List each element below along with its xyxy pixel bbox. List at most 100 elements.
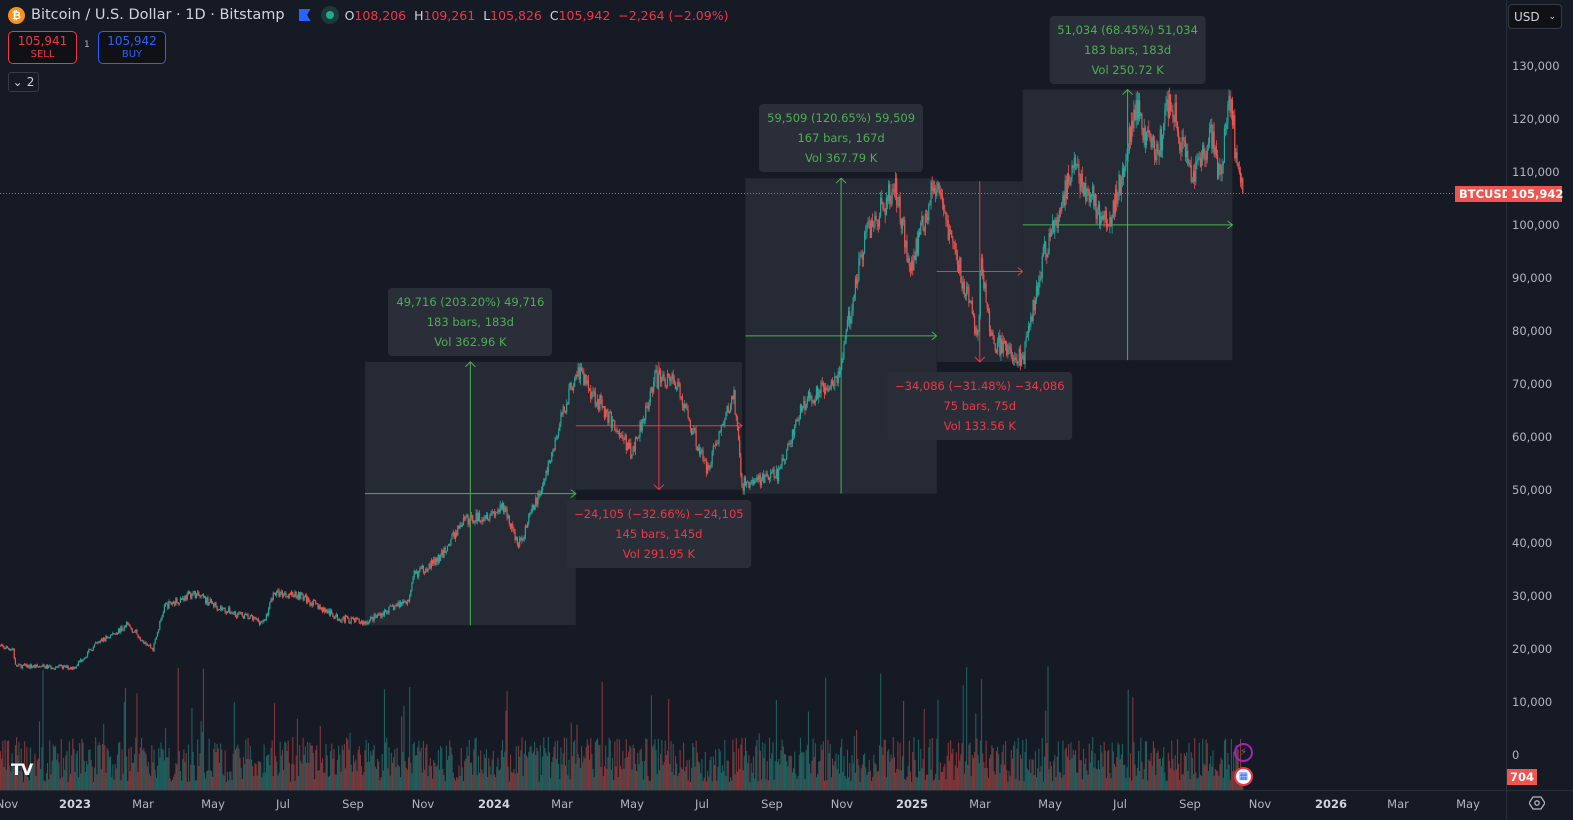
candle <box>1149 133 1151 139</box>
measure-label-line: −24,105 (−32.66%) −24,105 <box>574 506 744 521</box>
volume-bar <box>1229 779 1231 790</box>
volume-bar <box>837 754 839 790</box>
volume-bar <box>1198 742 1200 790</box>
candle <box>315 600 317 604</box>
candle <box>739 440 741 458</box>
candle <box>119 629 121 633</box>
candle <box>125 622 128 627</box>
candle <box>672 373 674 380</box>
volume-bar <box>63 757 65 790</box>
candle <box>1020 358 1023 366</box>
candle <box>133 631 136 633</box>
candle <box>800 404 803 412</box>
volume-bar <box>943 766 945 790</box>
volume-bar <box>1109 772 1111 790</box>
collapse-indicators-button[interactable]: ⌄ 2 <box>8 72 39 92</box>
price-tick: 10,000 <box>1512 695 1553 709</box>
market-status-icon[interactable] <box>320 6 339 24</box>
volume-bar <box>672 744 674 790</box>
measure-label-line: 59,509 (120.65%) 59,509 <box>767 111 916 126</box>
volume-bar <box>877 770 879 790</box>
candle <box>1205 159 1207 161</box>
candle <box>619 436 622 438</box>
candle <box>84 657 86 659</box>
volume-bar <box>782 746 784 790</box>
tradingview-logo[interactable]: TV <box>11 760 33 779</box>
candle <box>499 504 501 513</box>
candle <box>741 475 743 487</box>
candle <box>235 616 238 618</box>
volume-bar <box>271 740 273 790</box>
candle <box>695 430 697 447</box>
candle <box>1059 210 1062 212</box>
volume-bar <box>471 762 473 790</box>
candle <box>999 335 1001 356</box>
candle <box>489 515 491 520</box>
candle <box>545 470 547 479</box>
candle <box>962 281 964 289</box>
volume-bar <box>355 759 357 790</box>
volume-bar <box>1072 749 1074 790</box>
candle <box>677 382 679 387</box>
candle <box>170 602 172 605</box>
candle <box>878 216 881 227</box>
candle <box>66 665 68 668</box>
candle <box>324 607 326 613</box>
volume-bar <box>396 747 398 790</box>
candle <box>676 386 678 390</box>
candle <box>162 612 164 616</box>
volume-bar <box>207 770 209 790</box>
volume-bar <box>668 698 670 790</box>
volume-bar <box>1179 779 1181 790</box>
volume-bar <box>1178 763 1180 790</box>
volume-bar <box>764 743 766 790</box>
volume-bar <box>895 772 897 790</box>
us-flag-event-icon[interactable]: ▦ <box>1234 767 1253 786</box>
buy-button[interactable]: 105,942 BUY <box>98 31 166 64</box>
candle <box>715 443 717 446</box>
price-chart[interactable] <box>0 0 1506 790</box>
volume-bar <box>1205 739 1207 790</box>
candle <box>641 418 643 431</box>
lightning-event-icon[interactable]: ⚡ <box>1234 743 1253 762</box>
candle <box>843 344 845 358</box>
candle <box>108 637 110 639</box>
candle <box>853 294 855 298</box>
candle <box>749 484 751 488</box>
volume-bar <box>409 687 411 790</box>
candle <box>88 649 90 653</box>
currency-select[interactable]: USD ⌄ <box>1508 4 1562 29</box>
candle <box>99 640 101 643</box>
volume-bar <box>1194 737 1196 790</box>
symbol-title[interactable]: Bitcoin / U.S. Dollar · 1D · Bitstamp <box>31 7 285 23</box>
candle <box>539 494 541 496</box>
candle <box>787 444 789 451</box>
volume-bar <box>1131 780 1133 790</box>
volume-bar <box>229 771 231 790</box>
candle <box>954 242 956 250</box>
candle <box>482 519 484 522</box>
flag-icon[interactable] <box>298 9 311 21</box>
candle <box>347 615 349 619</box>
volume-bar <box>595 739 598 790</box>
candle <box>1132 120 1134 129</box>
candle <box>940 193 942 196</box>
candle <box>67 665 69 670</box>
volume-bar <box>99 745 101 790</box>
volume-bar <box>1152 741 1154 790</box>
candle <box>132 631 135 633</box>
candle <box>124 626 127 628</box>
candle <box>44 666 46 669</box>
volume-bar <box>175 763 177 790</box>
candle <box>1051 220 1054 229</box>
candle <box>1125 159 1127 168</box>
candle <box>279 593 281 597</box>
volume-bar <box>542 756 544 790</box>
volume-bar <box>352 755 355 790</box>
candle <box>457 525 459 536</box>
settings-icon[interactable] <box>1529 795 1545 811</box>
volume-bar <box>294 780 296 790</box>
candle <box>1216 155 1219 179</box>
sell-button[interactable]: 105,941 SELL <box>8 31 77 64</box>
candle <box>825 387 827 394</box>
